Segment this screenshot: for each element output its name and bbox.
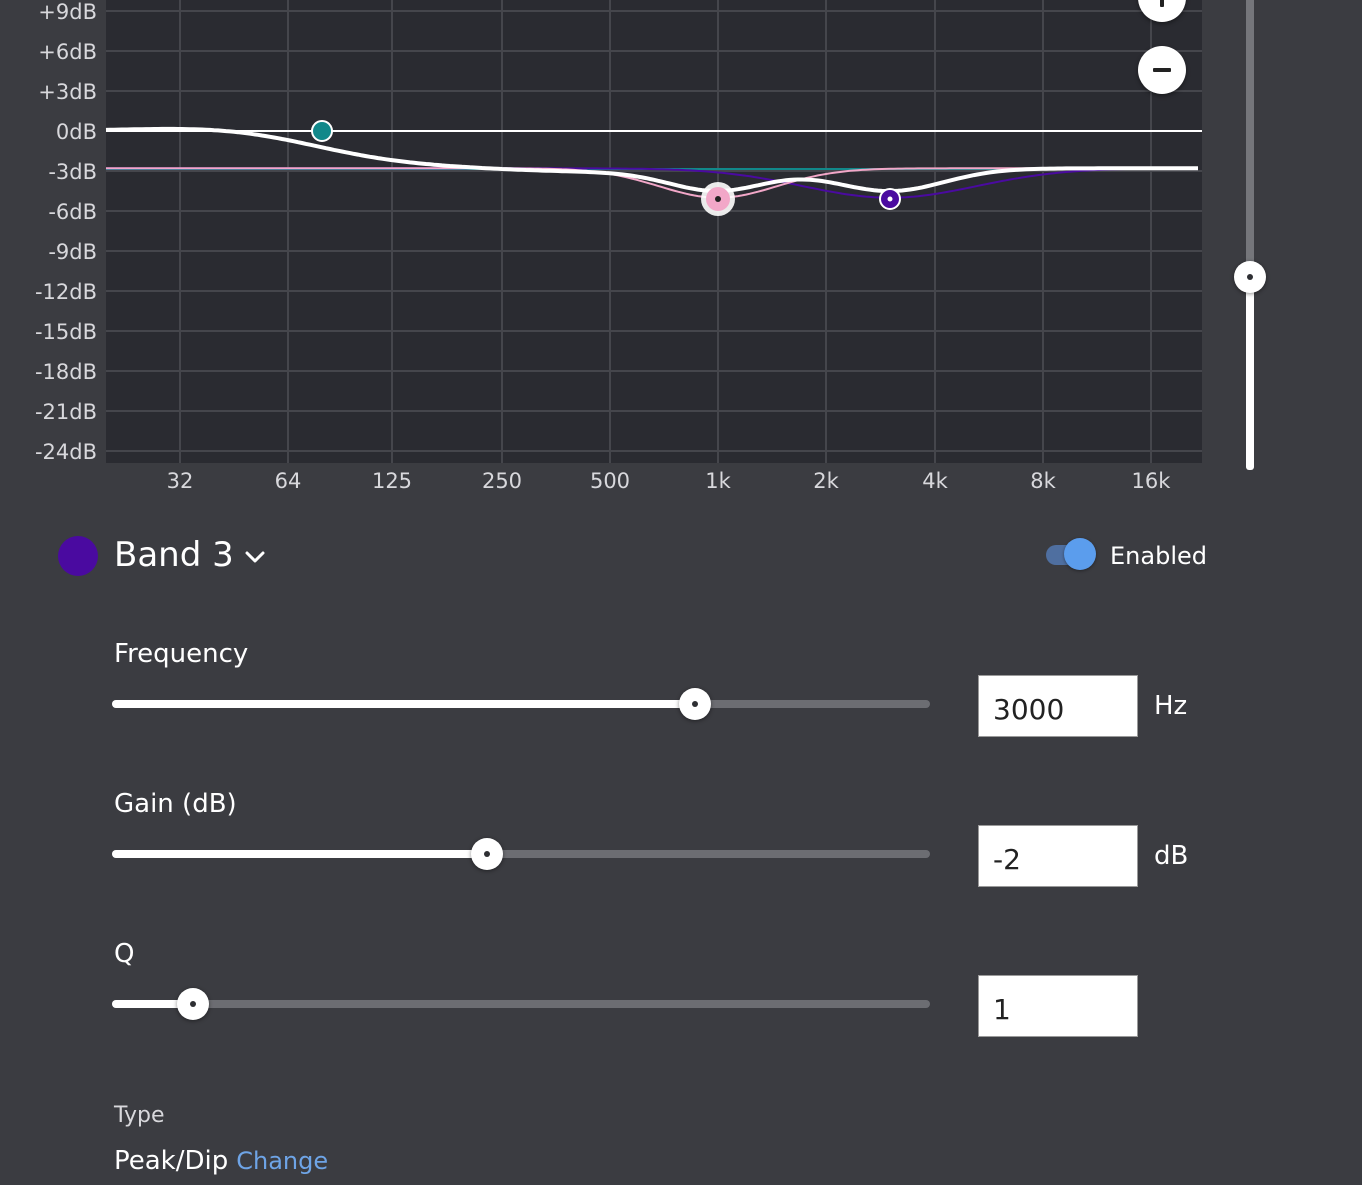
gain-input[interactable] [978, 825, 1138, 887]
response-curve [105, 126, 1198, 194]
q-slider[interactable] [112, 988, 930, 1020]
type-caption: Type [114, 1103, 165, 1128]
gain-slider[interactable] [112, 838, 930, 870]
toggle-thumb[interactable] [1064, 538, 1096, 570]
type-value: Peak/Dip [114, 1146, 229, 1176]
band-selector[interactable]: Band 3 [114, 535, 234, 575]
zoom-in-button[interactable] [1138, 0, 1186, 22]
output-gain-slider[interactable] [1234, 0, 1266, 470]
freq-tick-label: 16k [1132, 469, 1172, 493]
band-color-swatch [58, 536, 98, 576]
output-gain-track-upper [1246, 0, 1254, 278]
freq-tick-label: 500 [590, 469, 630, 493]
frequency-unit: Hz [1154, 691, 1188, 721]
db-tick-label: -3dB [48, 160, 97, 184]
output-gain-handle[interactable] [1234, 261, 1266, 294]
q-label: Q [114, 939, 135, 969]
frequency-input[interactable] [978, 675, 1138, 737]
frequency-slider-fill [112, 700, 696, 708]
minus-icon [1153, 68, 1171, 72]
q-slider-handle[interactable] [176, 988, 209, 1020]
db-tick-label: -6dB [48, 200, 97, 224]
frequency-slider[interactable] [112, 688, 930, 720]
output-gain-track-lower [1246, 277, 1254, 470]
gain-slider-fill [112, 850, 487, 858]
frequency-slider-handle[interactable] [679, 688, 712, 720]
band-1-handle[interactable] [311, 120, 333, 142]
db-tick-label: -12dB [35, 280, 97, 304]
freq-tick-label: 4k [922, 469, 948, 493]
band-2-handle-dot [715, 196, 721, 202]
type-row: Peak/Dip Change [114, 1144, 328, 1178]
band-enabled-toggle[interactable] [1046, 538, 1098, 572]
plus-icon-vertical [1160, 0, 1164, 7]
freq-tick-label: 125 [372, 469, 412, 493]
graph-background [106, 0, 1202, 463]
enabled-label: Enabled [1110, 542, 1207, 570]
freq-tick-label: 250 [482, 469, 522, 493]
db-tick-label: -9dB [48, 240, 97, 264]
db-tick-label: +3dB [38, 80, 97, 104]
db-tick-label: -21dB [35, 400, 97, 424]
zoom-out-button[interactable] [1138, 46, 1186, 94]
frequency-label: Frequency [114, 639, 249, 669]
db-tick-label: 0dB [56, 120, 97, 144]
db-tick-label: -18dB [35, 360, 97, 384]
gain-label: Gain (dB) [114, 789, 237, 819]
freq-tick-label: 32 [167, 469, 194, 493]
db-tick-label: -15dB [35, 320, 97, 344]
eq-graph[interactable]: +9dB +6dB +3dB 0dB -3dB -6dB -9dB -12dB -15dB -18… [0, 0, 1362, 500]
gain-slider-rail [112, 850, 930, 858]
band-3-handle-dot [887, 196, 893, 202]
freq-tick-label: 64 [275, 469, 302, 493]
freq-tick-label: 8k [1030, 469, 1056, 493]
eq-graph-canvas[interactable]: +9dB +6dB +3dB 0dB -3dB -6dB -9dB -12dB -15dB -18… [0, 0, 1362, 500]
q-slider-rail [112, 1000, 930, 1008]
db-tick-label: +6dB [38, 40, 97, 64]
q-slider-fill [112, 1000, 193, 1008]
db-tick-label: +9dB [38, 0, 97, 24]
gain-unit: dB [1154, 841, 1189, 871]
change-type-link[interactable]: Change [236, 1147, 329, 1175]
gain-slider-handle[interactable] [470, 838, 503, 870]
chevron-down-icon[interactable] [244, 546, 266, 568]
db-tick-label: -24dB [35, 440, 97, 464]
freq-tick-label: 1k [705, 469, 731, 493]
freq-tick-label: 2k [813, 469, 839, 493]
q-input[interactable] [978, 975, 1138, 1037]
